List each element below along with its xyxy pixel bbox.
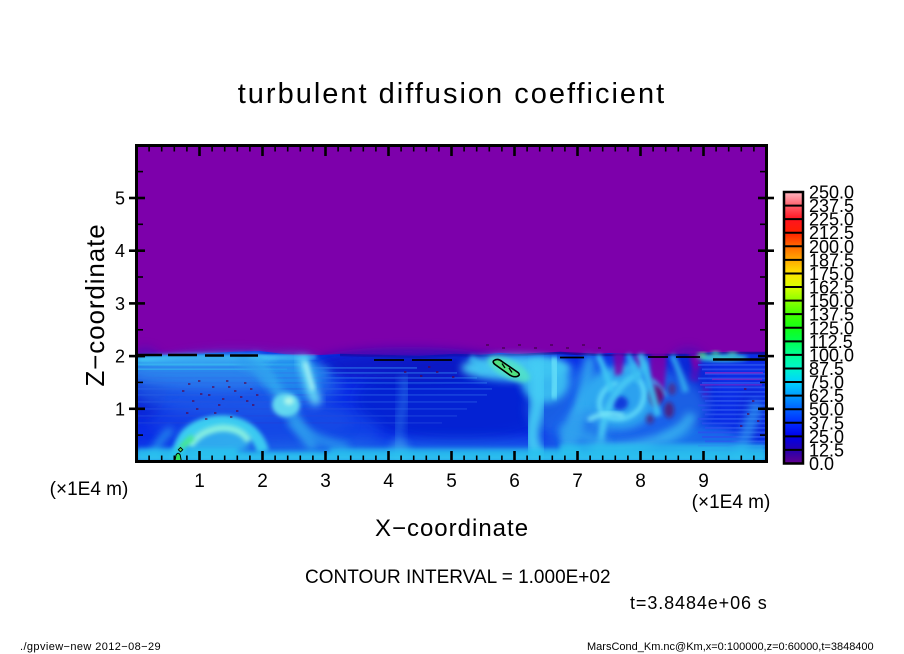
svg-text:MarsCond_Km.nc@Km,x=0:100000,z: MarsCond_Km.nc@Km,x=0:100000,z=0:60000,t… (587, 641, 874, 653)
svg-text:250.0: 250.0 (809, 183, 854, 203)
svg-text:5: 5 (446, 471, 457, 492)
svg-text:./gpview−new 2012−08−29: ./gpview−new 2012−08−29 (20, 641, 161, 653)
svg-text:25.0: 25.0 (809, 427, 844, 447)
svg-text:200.0: 200.0 (809, 237, 854, 257)
svg-text:(×1E4 m): (×1E4 m) (50, 479, 129, 500)
svg-text:12.5: 12.5 (809, 440, 844, 460)
svg-text:125.0: 125.0 (809, 318, 854, 338)
svg-text:62.5: 62.5 (809, 386, 844, 406)
svg-text:225.0: 225.0 (809, 210, 854, 230)
svg-text:87.5: 87.5 (809, 359, 844, 379)
svg-text:50.0: 50.0 (809, 400, 844, 420)
svg-text:5: 5 (115, 189, 125, 209)
svg-text:9: 9 (698, 471, 709, 492)
svg-text:turbulent diffusion coeffici: turbulent diffusion coefficient (238, 78, 667, 110)
svg-text:37.5: 37.5 (809, 413, 844, 433)
svg-text:6: 6 (509, 471, 520, 492)
svg-text:7: 7 (572, 471, 583, 492)
svg-text:2: 2 (115, 347, 125, 367)
svg-text:CONTOUR INTERVAL = 1.000E+02: CONTOUR INTERVAL = 1.000E+02 (305, 567, 611, 588)
svg-text:8: 8 (635, 471, 646, 492)
svg-text:(×1E4 m): (×1E4 m) (692, 492, 771, 513)
svg-text:Z−coordinate: Z−coordinate (80, 223, 110, 386)
svg-text:75.0: 75.0 (809, 373, 844, 393)
svg-text:4: 4 (383, 471, 394, 492)
svg-text:162.5: 162.5 (809, 278, 854, 298)
svg-text:3: 3 (320, 471, 331, 492)
svg-text:175.0: 175.0 (809, 264, 854, 284)
svg-text:100.0: 100.0 (809, 345, 854, 365)
svg-text:237.5: 237.5 (809, 196, 854, 216)
svg-text:t=3.8484e+06 s: t=3.8484e+06 s (630, 593, 768, 613)
svg-text:2: 2 (257, 471, 268, 492)
svg-text:0.0: 0.0 (809, 454, 834, 474)
svg-text:1: 1 (194, 471, 205, 492)
svg-text:4: 4 (115, 241, 125, 261)
svg-text:1: 1 (115, 399, 125, 419)
svg-text:3: 3 (115, 294, 125, 314)
svg-text:212.5: 212.5 (809, 223, 854, 243)
svg-text:150.0: 150.0 (809, 291, 854, 311)
svg-text:112.5: 112.5 (809, 332, 853, 352)
svg-text:X−coordinate: X−coordinate (375, 515, 529, 542)
svg-text:187.5: 187.5 (809, 250, 854, 270)
svg-text:137.5: 137.5 (809, 305, 854, 325)
